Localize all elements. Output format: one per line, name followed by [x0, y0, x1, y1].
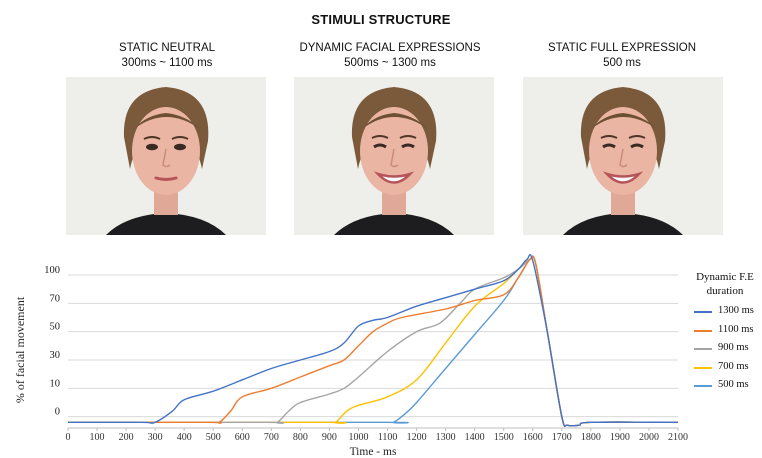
legend-swatch [694, 348, 712, 350]
x-tick-label: 1900 [610, 432, 630, 443]
face-photo-full [523, 77, 723, 235]
legend-label: 1100 ms [718, 323, 754, 335]
y-axis-label: % of facial movement [13, 296, 27, 403]
legend-item: 500 ms [694, 379, 762, 393]
x-tick-label: 1100 [378, 432, 398, 443]
x-tick-label: 300 [148, 432, 163, 443]
legend-label: 500 ms [718, 379, 749, 390]
panel-label-static-neutral: STATIC NEUTRAL 300ms ~ 1100 ms [57, 41, 277, 71]
panel-label-text: STATIC NEUTRAL [118, 42, 216, 54]
panel-timing-text: 500ms ~ 1300 ms [344, 57, 436, 69]
x-tick-label: 700 [264, 432, 279, 443]
y-tick-label: 10 [50, 378, 61, 389]
legend-title-line2: duration [706, 285, 744, 297]
y-tick-label: 30 [50, 350, 61, 361]
legend-swatch [694, 366, 712, 369]
series-line-500ms [68, 255, 679, 427]
face-illustration-smile [294, 77, 494, 235]
legend-item: 900 ms [694, 342, 762, 356]
x-tick-label: 100 [90, 432, 105, 443]
x-tick-label: 1800 [581, 432, 601, 443]
face-photo-dynamic [294, 77, 494, 235]
series-line-700ms [68, 255, 679, 427]
y-tick-label: 70 [50, 293, 61, 304]
legend-swatch [694, 329, 712, 332]
x-tick-label: 500 [206, 432, 221, 443]
x-tick-label: 600 [235, 432, 250, 443]
grid-layer [68, 274, 678, 418]
x-tick-label: 1000 [348, 432, 368, 443]
series-layer [68, 254, 679, 427]
panel-timing-text: 500 ms [603, 57, 641, 69]
legend-item: 1300 ms [694, 305, 762, 319]
x-tick-label: 1300 [436, 432, 456, 443]
panel-label-text: DYNAMIC FACIAL EXPRESSIONS [299, 42, 481, 54]
legend-swatch [694, 311, 712, 313]
face-illustration-neutral [66, 77, 266, 235]
x-tick-label: 2100 [668, 432, 688, 443]
x-tick-label: 2000 [639, 432, 659, 443]
panel-timing-text: 300ms ~ 1100 ms [121, 57, 213, 69]
x-tick-label: 0 [66, 432, 71, 443]
legend-swatch [694, 385, 712, 387]
x-tick-label: 1700 [552, 432, 572, 443]
panel-label-text: STATIC FULL EXPRESSION [547, 42, 697, 54]
legend-item: 700 ms [694, 361, 762, 375]
legend-label: 1300 ms [718, 305, 754, 316]
x-axis-label: Time - ms [350, 446, 397, 458]
y-tick-label: 100 [44, 265, 60, 276]
x-tick-label: 800 [293, 432, 308, 443]
panel-label-static-full: STATIC FULL EXPRESSION 500 ms [512, 41, 732, 71]
x-tick-label: 400 [177, 432, 192, 443]
x-tick-label: 1500 [494, 432, 514, 443]
legend-title-line1: Dynamic F.E [696, 271, 754, 283]
face-photo-neutral [66, 77, 266, 235]
legend-item: 1100 ms [694, 324, 762, 338]
figure-title: STIMULI STRUCTURE [311, 12, 451, 27]
x-tick-label: 1400 [465, 432, 485, 443]
series-line-1100ms [68, 255, 679, 427]
y-tick-label: 0 [55, 407, 60, 418]
x-tick-label: 1600 [523, 432, 543, 443]
legend-label: 700 ms [718, 360, 749, 372]
x-tick-label: 1200 [407, 432, 427, 443]
legend-label: 900 ms [718, 342, 749, 353]
y-tick-label: 50 [50, 322, 61, 333]
x-tick-label: 900 [322, 432, 337, 443]
legend-title: Dynamic F.E duration [688, 270, 762, 298]
x-tick-label: 200 [119, 432, 134, 443]
face-illustration-smile [523, 77, 723, 235]
panel-label-dynamic: DYNAMIC FACIAL EXPRESSIONS 500ms ~ 1300 … [280, 41, 500, 71]
series-line-1300ms [68, 254, 679, 427]
